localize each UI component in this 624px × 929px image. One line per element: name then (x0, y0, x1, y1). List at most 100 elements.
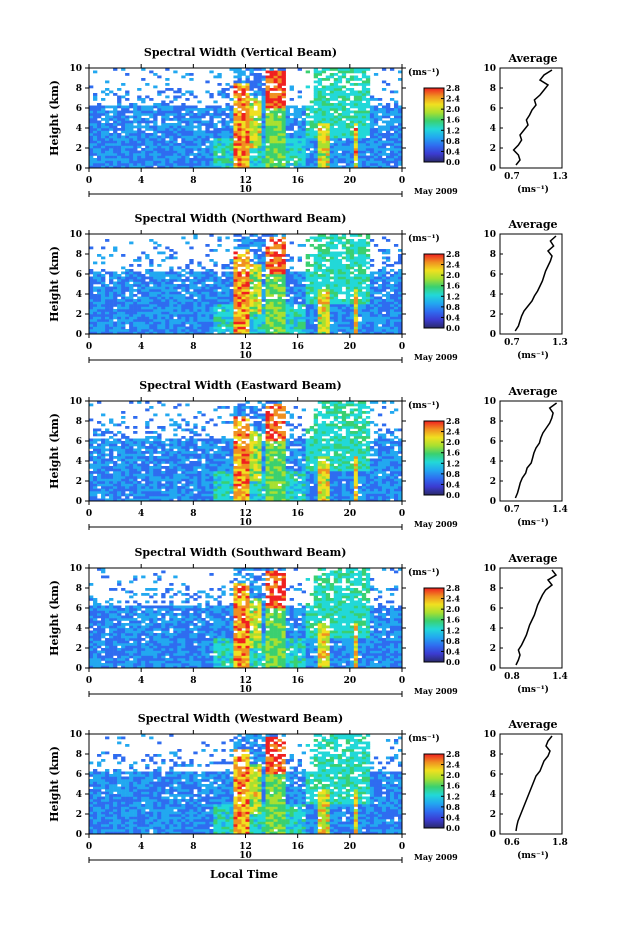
heatmap-cell (337, 326, 343, 330)
heatmap-cell (197, 135, 202, 139)
heatmap-cell (181, 329, 186, 332)
heatmap-cell (297, 150, 302, 154)
heatmap-cell (225, 130, 230, 134)
heatmap-cell (229, 108, 234, 111)
heatmap-cell (325, 294, 331, 297)
heatmap-cell (317, 236, 323, 240)
heatmap-cell (157, 264, 162, 267)
heatmap-cell (265, 88, 270, 91)
heatmap-cell (253, 83, 258, 86)
heatmap-cell (113, 496, 118, 499)
heatmap-cell (137, 165, 142, 169)
heatmap-cell (353, 329, 359, 332)
heatmap-cell (329, 236, 335, 240)
heatmap-cell (345, 133, 351, 136)
heatmap-cell (289, 140, 294, 144)
average-x-tick-label: 1.3 (552, 172, 568, 182)
heatmap-cell (213, 276, 218, 280)
heatmap-cell (309, 244, 315, 247)
heatmap-cell (297, 271, 302, 275)
heatmap-cell (165, 148, 170, 151)
heatmap-cell (237, 78, 242, 81)
heatmap-cell (369, 128, 375, 131)
heatmap-cell (285, 324, 290, 327)
y-tick-label: 6 (76, 104, 82, 114)
heatmap-cell (137, 133, 142, 136)
heatmap-cell (293, 329, 298, 332)
heatmap-cell (349, 321, 355, 325)
heatmap-cell (397, 316, 403, 320)
heatmap-cell (361, 105, 367, 109)
heatmap-cell (93, 481, 98, 484)
heatmap-cell (261, 234, 266, 237)
heatmap-cell (309, 135, 315, 139)
heatmap-cell (265, 306, 270, 310)
heatmap-cell (305, 148, 310, 151)
heatmap-cell (281, 299, 286, 302)
heatmap-cell (333, 259, 339, 262)
heatmap-cell (293, 155, 298, 159)
heatmap-cell (161, 274, 166, 277)
heatmap-cell (141, 118, 146, 121)
heatmap-cell (249, 304, 254, 307)
heatmap-cell (341, 276, 347, 280)
heatmap-cell (121, 150, 126, 154)
heatmap-cell (149, 321, 154, 325)
heatmap-cell (157, 128, 162, 131)
heatmap-cell (345, 299, 351, 302)
heatmap-cell (229, 276, 234, 280)
heatmap-cell (125, 279, 130, 282)
heatmap-cell (93, 486, 98, 489)
heatmap-cell (133, 496, 138, 499)
heatmap-cell (133, 471, 138, 474)
heatmap-cell (105, 304, 110, 307)
heatmap-cell (269, 68, 274, 71)
heatmap-cell (177, 160, 182, 164)
heatmap-cell (261, 128, 266, 131)
heatmap-cell (249, 269, 254, 272)
heatmap-cell (125, 463, 130, 467)
heatmap-cell (109, 135, 114, 139)
heatmap-cell (173, 105, 178, 109)
heatmap-cell (141, 286, 146, 290)
heatmap-cell (105, 311, 110, 315)
heatmap-cell (189, 108, 194, 111)
heatmap-cell (189, 158, 194, 161)
heatmap-cell (357, 153, 363, 156)
heatmap-cell (113, 498, 118, 502)
heatmap-cell (209, 299, 214, 302)
heatmap-cell (189, 274, 194, 277)
heatmap-cell (213, 316, 218, 320)
heatmap-cell (169, 299, 174, 302)
heatmap-cell (213, 306, 218, 310)
heatmap-cell (385, 304, 391, 307)
heatmap-cell (273, 103, 278, 106)
heatmap-cell (357, 254, 363, 257)
heatmap-cell (257, 286, 262, 290)
heatmap-cell (293, 296, 298, 300)
heatmap-cell (225, 163, 230, 166)
heatmap-cell (109, 453, 114, 457)
heatmap-cell (173, 115, 178, 119)
heatmap-cell (117, 463, 122, 467)
heatmap-cell (237, 125, 242, 129)
heatmap-cell (185, 316, 190, 320)
heatmap-cell (313, 326, 319, 330)
heatmap-cell (121, 153, 126, 156)
heatmap-cell (269, 259, 274, 262)
heatmap-cell (257, 125, 262, 129)
heatmap-cell (205, 254, 210, 257)
heatmap-cell (201, 274, 206, 277)
heatmap-cell (141, 304, 146, 307)
heatmap-cell (173, 296, 178, 300)
heatmap-cell (125, 321, 130, 325)
heatmap-cell (281, 324, 286, 327)
heatmap-cell (137, 123, 142, 126)
heatmap-cell (193, 148, 198, 151)
heatmap-cell (341, 103, 347, 106)
heatmap-cell (125, 329, 130, 332)
heatmap-cell (149, 155, 154, 159)
heatmap-cell (129, 286, 134, 290)
heatmap-cell (329, 83, 335, 86)
heatmap-cell (193, 289, 198, 292)
